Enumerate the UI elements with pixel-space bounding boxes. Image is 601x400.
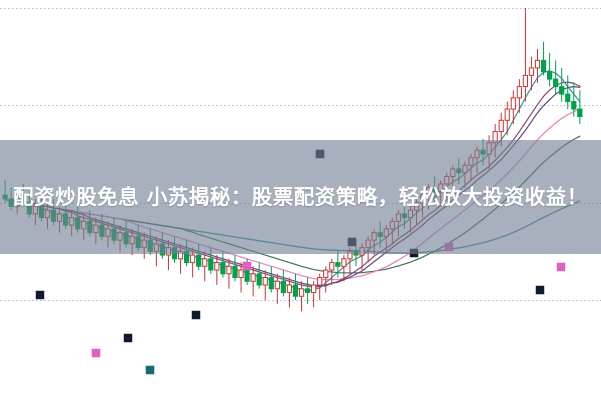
watermark-overlay-band: 配资炒股免息 小苏揭秘：股票配资策略，轻松放大投资收益！ [0, 140, 601, 254]
watermark-text: 配资炒股免息 小苏揭秘：股票配资策略，轻松放大投资收益！ [13, 185, 588, 209]
